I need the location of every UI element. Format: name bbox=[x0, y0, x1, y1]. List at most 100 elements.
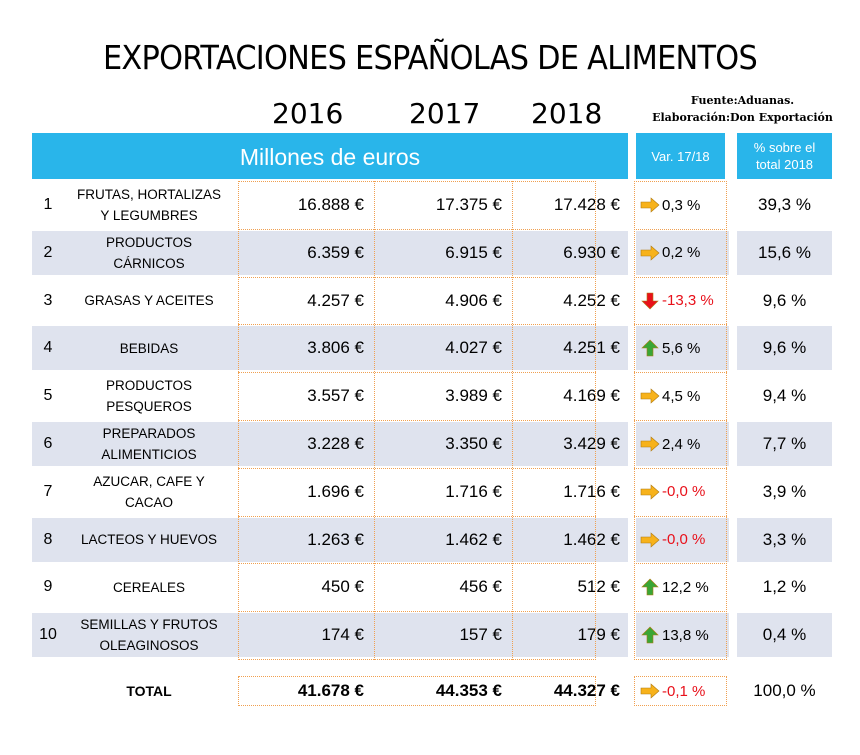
row-divider bbox=[238, 515, 596, 517]
row-divider bbox=[634, 228, 727, 230]
row-gap bbox=[628, 422, 636, 466]
share-2018: 1,2 % bbox=[762, 577, 807, 597]
value-2016: 174 € bbox=[321, 625, 364, 645]
variation-value: 0,3 % bbox=[662, 196, 701, 214]
year-header-2016: 2016 bbox=[272, 97, 344, 130]
value-2018: 17.428 € bbox=[553, 195, 620, 214]
source-line: Fuente:Aduanas. bbox=[690, 94, 795, 107]
table-row: 8 LACTEOS Y HUEVOS 1.263 € 1.462 € 1.462 € -0… bbox=[32, 517, 832, 562]
category-line: PRODUCTOS bbox=[105, 378, 192, 394]
row-divider bbox=[238, 372, 596, 374]
variation-value: -13,3 % bbox=[662, 292, 714, 310]
row-shading bbox=[32, 613, 832, 658]
row-divider bbox=[634, 372, 727, 374]
variation-cell: 5,6 % bbox=[636, 326, 729, 370]
units-header-band: Millones de euros bbox=[32, 133, 628, 179]
share-2018: 100,0 % bbox=[753, 681, 816, 700]
row-number: 7 bbox=[43, 482, 53, 500]
row-gap bbox=[729, 517, 737, 562]
table-row: 1 FRUTAS, HORTALIZAS Y LEGUMBRES 16.888 € 17… bbox=[32, 183, 832, 227]
category-label: PRODUCTOS CÁRNICOS bbox=[64, 231, 234, 275]
arrow-up-icon bbox=[641, 339, 659, 357]
value-2016: 1.696 € bbox=[307, 481, 364, 501]
credit-line: Elaboración:Don Exportación bbox=[652, 111, 833, 124]
row-number: 4 bbox=[43, 339, 53, 357]
row-divider bbox=[238, 563, 596, 565]
table-row: 9 CEREALES 450 € 456 € 512 € 12,2 % 1,2 % bbox=[32, 565, 832, 609]
arrow-down-icon bbox=[641, 292, 659, 310]
table-row: 7 AZUCAR, CAFE Y CACAO 1.696 € 1.716 € 1.716 … bbox=[32, 470, 832, 514]
share-2018: 7,7 % bbox=[762, 434, 807, 453]
share-2018: 9,6 % bbox=[762, 338, 807, 358]
category-label: CEREALES bbox=[64, 565, 234, 609]
variation-cell: -0,0 % bbox=[636, 470, 729, 514]
row-number: 8 bbox=[43, 530, 53, 548]
row-gap bbox=[628, 517, 636, 562]
category-label: PREPARADOS ALIMENTICIOS bbox=[64, 422, 234, 466]
value-2017: 6.915 € bbox=[445, 242, 502, 262]
variation-value: 13,8 % bbox=[662, 626, 709, 644]
share-2018: 15,6 % bbox=[758, 242, 811, 262]
value-2017: 4.027 € bbox=[445, 338, 502, 358]
share-2018: 3,3 % bbox=[762, 529, 807, 549]
table-row: 5 PRODUCTOS PESQUEROS 3.557 € 3.989 € 4.169 €… bbox=[32, 374, 832, 418]
value-2017: 1.716 € bbox=[445, 481, 502, 501]
variation-value: 5,6 % bbox=[662, 339, 701, 357]
variation-cell: 0,2 % bbox=[636, 231, 729, 275]
table-row: 2 PRODUCTOS CÁRNICOS 6.359 € 6.915 € 6.930 € 0… bbox=[32, 230, 832, 275]
arrow-right-icon bbox=[640, 388, 660, 404]
total-values-border bbox=[238, 676, 596, 706]
category-label: BEBIDAS bbox=[64, 326, 234, 370]
category-line: GRASAS Y ACEITES bbox=[84, 293, 214, 309]
value-2018: 4.169 € bbox=[563, 386, 620, 406]
share-2018: 9,6 % bbox=[762, 290, 807, 310]
share-2018: 39,3 % bbox=[758, 195, 811, 214]
row-number: 10 bbox=[39, 626, 57, 644]
value-2018: 1.716 € bbox=[563, 481, 620, 501]
row-divider bbox=[238, 276, 596, 278]
total-var-border bbox=[634, 676, 727, 706]
category-text: PREPARADOS ALIMENTICIOS bbox=[101, 423, 196, 465]
row-divider bbox=[634, 420, 727, 421]
value-2016: 41.678 € bbox=[297, 681, 364, 700]
value-2017: 1.462 € bbox=[445, 529, 502, 549]
arrow-right-icon bbox=[640, 197, 660, 213]
category-label: SEMILLAS Y FRUTOS OLEAGINOSOS bbox=[64, 613, 234, 657]
value-2018: 44.327 € bbox=[553, 681, 620, 700]
variation-cell: 12,2 % bbox=[636, 565, 729, 609]
category-text: BEBIDAS bbox=[120, 338, 179, 359]
table-title: EXPORTACIONES ESPAÑOLAS DE ALIMENTOS bbox=[102, 38, 758, 77]
value-2017: 4.906 € bbox=[445, 290, 502, 310]
pct-header-line2: total 2018 bbox=[755, 157, 814, 172]
category-line: LACTEOS Y HUEVOS bbox=[80, 532, 218, 548]
row-shading bbox=[32, 517, 832, 562]
year-header-2018: 2018 bbox=[531, 97, 603, 130]
variation-value: 0,2 % bbox=[662, 244, 701, 262]
variation-value: -0,0 % bbox=[662, 531, 706, 549]
variation-cell: -0,0 % bbox=[636, 518, 729, 562]
value-2018: 6.930 € bbox=[563, 242, 620, 262]
variation-cell: 4,5 % bbox=[636, 374, 729, 418]
value-2016: 3.228 € bbox=[307, 434, 364, 453]
category-label: PRODUCTOS PESQUEROS bbox=[64, 374, 234, 418]
variation-value: -0,0 % bbox=[662, 483, 706, 501]
variation-cell: -0,1 % bbox=[636, 669, 729, 713]
row-divider bbox=[634, 515, 727, 517]
value-2018: 512 € bbox=[577, 577, 620, 597]
arrow-up-icon bbox=[641, 626, 659, 644]
value-2018: 3.429 € bbox=[563, 434, 620, 453]
arrow-right-icon bbox=[640, 531, 660, 548]
source-note: Fuente:Aduanas. Elaboración:Don Exportac… bbox=[640, 92, 845, 126]
value-2016: 16.888 € bbox=[297, 195, 364, 214]
share-2018: 0,4 % bbox=[762, 625, 807, 645]
variation-value: 2,4 % bbox=[662, 435, 701, 453]
arrow-up-icon bbox=[641, 578, 659, 596]
value-2017: 157 € bbox=[459, 625, 502, 645]
variation-cell: 13,8 % bbox=[636, 613, 729, 657]
row-number: 2 bbox=[43, 243, 53, 261]
row-gap bbox=[729, 613, 737, 658]
category-text: AZUCAR, CAFE Y CACAO bbox=[93, 471, 205, 513]
row-divider bbox=[238, 228, 596, 230]
category-line: CEREALES bbox=[112, 579, 186, 595]
share-2018: 9,4 % bbox=[762, 386, 807, 406]
